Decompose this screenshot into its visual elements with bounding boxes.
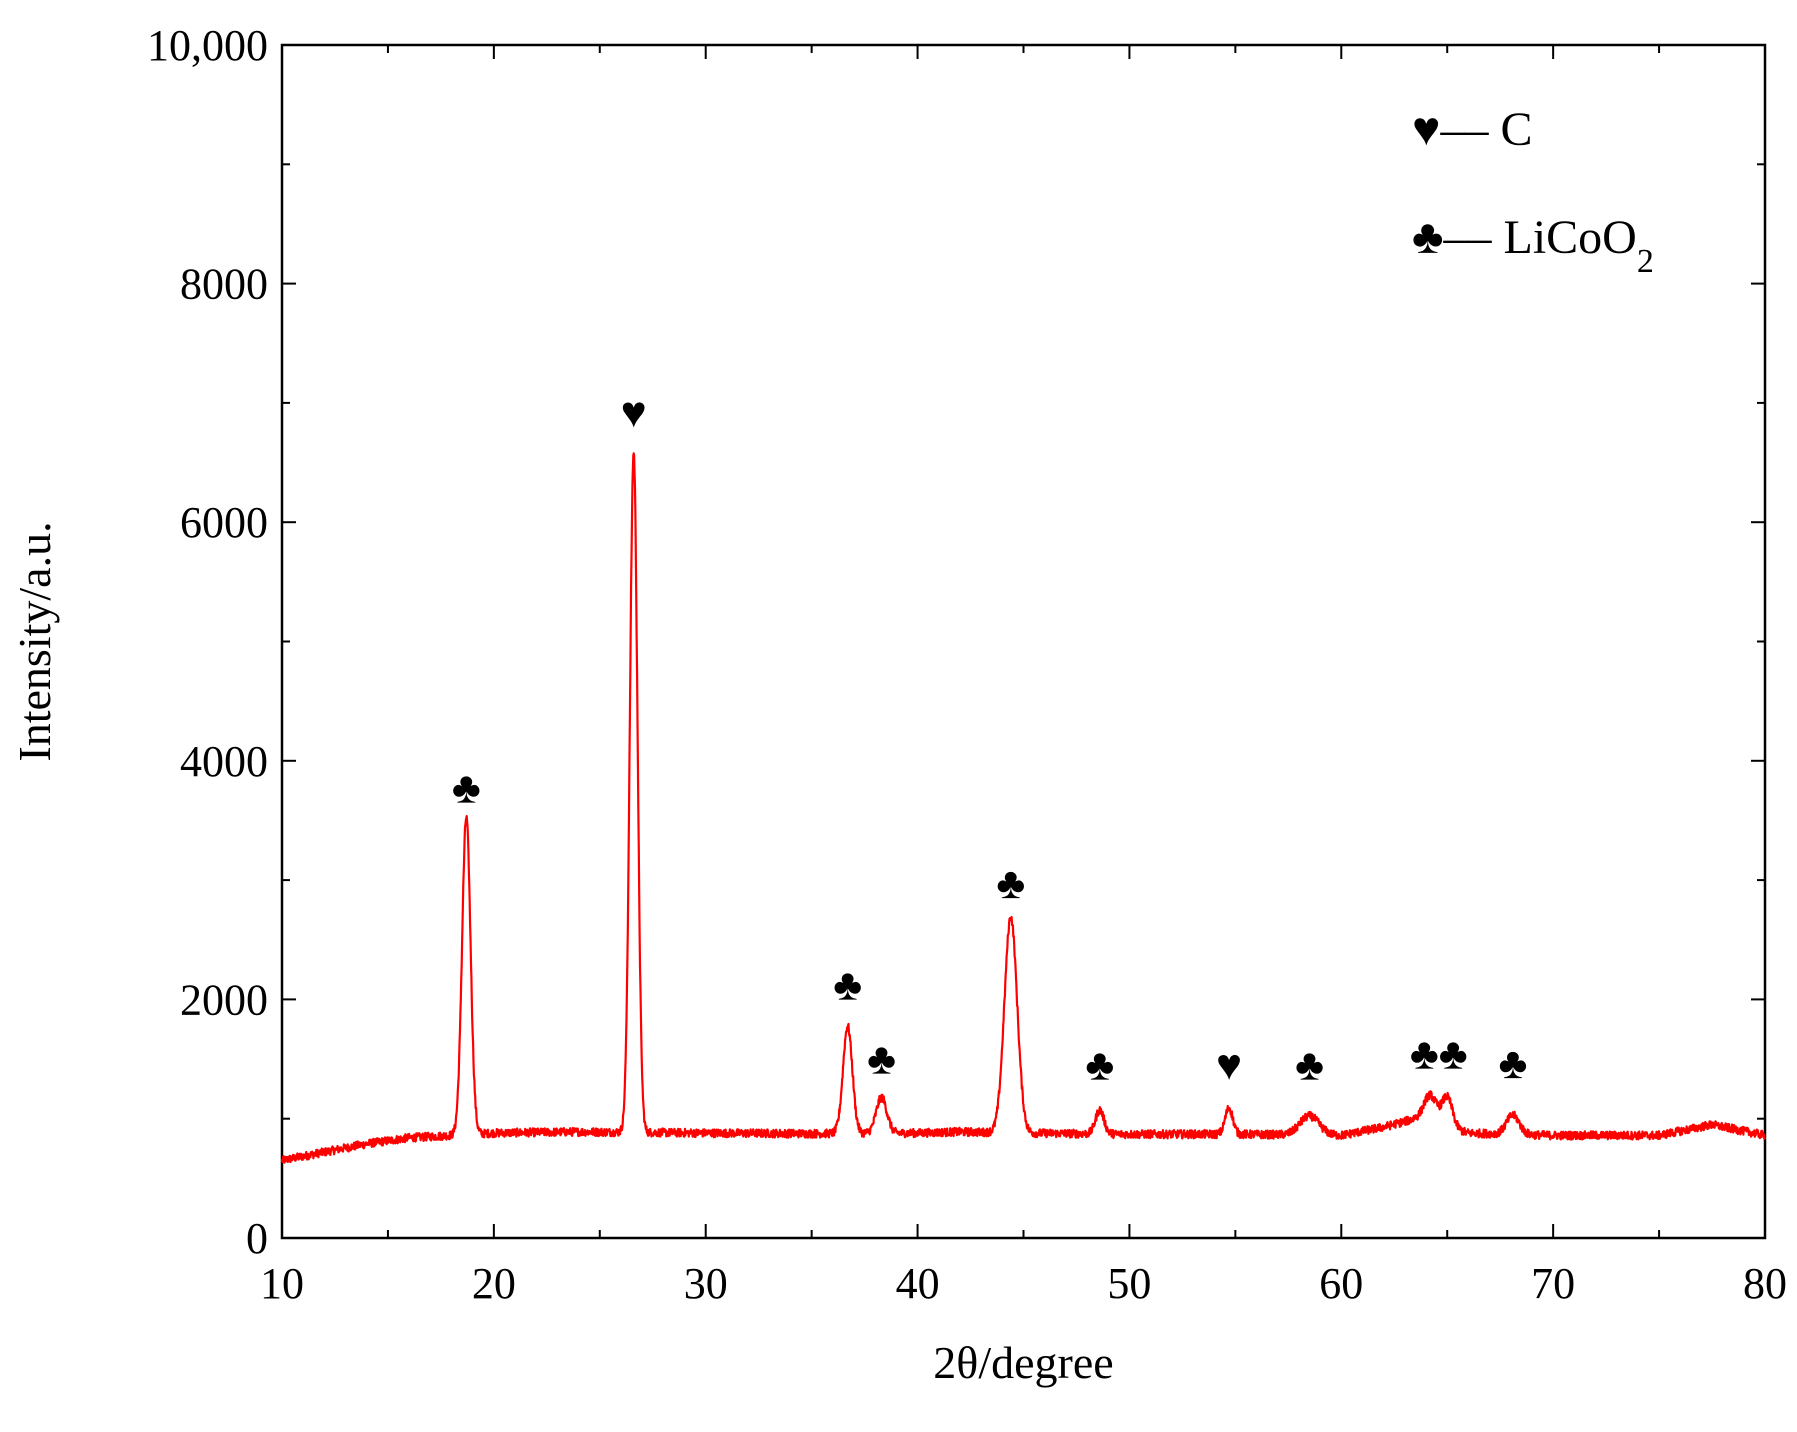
peak-marker-licoo2: ♣♣ — [1410, 1030, 1468, 1079]
legend: ♥–– C♣–– LiCoO2 — [1412, 103, 1654, 280]
y-tick-label: 0 — [246, 1214, 268, 1263]
peak-marker-licoo2: ♣ — [833, 960, 862, 1009]
peak-marker-licoo2: ♣ — [452, 764, 481, 813]
peak-annotations: ♣♥♣♣♣♣ ♥ ♣ ♣♣ ♣ — [452, 388, 1527, 1090]
peak-marker-licoo2: ♣ — [1295, 1040, 1324, 1089]
x-tick-label: 10 — [260, 1259, 304, 1308]
legend-item: ♥–– C — [1412, 103, 1533, 156]
legend-dash: –– — [1440, 103, 1501, 156]
legend-item: ♣–– LiCoO2 — [1412, 211, 1654, 280]
legend-label: LiCoO — [1504, 211, 1637, 264]
x-tick-label: 40 — [896, 1259, 940, 1308]
peak-marker-licoo2: ♣ — [996, 859, 1025, 908]
peak-marker-licoo2: ♣ — [1498, 1039, 1527, 1088]
x-tick-label: 60 — [1319, 1259, 1363, 1308]
legend-label: C — [1501, 103, 1533, 156]
peak-marker-c: ♥ — [621, 388, 647, 437]
y-tick-label: 10,000 — [147, 21, 268, 70]
y-tick-label: 8000 — [180, 260, 268, 309]
legend-dash: –– — [1443, 211, 1504, 264]
peak-marker-licoo2: ♣ — [867, 1034, 896, 1083]
axes: 10 20 30 40 50 60 70 80 0 2000 4000 6000 8000 10,000 — [147, 21, 1787, 1308]
legend-subscript: 2 — [1637, 243, 1654, 280]
series-layer — [280, 452, 1767, 1164]
x-tick-label: 80 — [1743, 1259, 1787, 1308]
x-tick-label: 50 — [1107, 1259, 1151, 1308]
y-axis-title: Intensity/a.u. — [9, 521, 60, 761]
legend-symbol: ♥ — [1412, 103, 1441, 156]
x-tick-label: 20 — [472, 1259, 516, 1308]
y-tick-label: 2000 — [180, 975, 268, 1024]
y-tick-label: 6000 — [180, 498, 268, 547]
series-line — [280, 452, 1767, 1164]
y-tick-label: 4000 — [180, 737, 268, 786]
legend-symbol: ♣ — [1412, 211, 1444, 264]
peak-marker-c: ♥ — [1216, 1040, 1242, 1089]
x-axis-title: 2θ/degree — [933, 1337, 1113, 1388]
x-tick-label: 70 — [1531, 1259, 1575, 1308]
peak-marker-licoo2: ♣ — [1085, 1040, 1114, 1089]
x-tick-label: 30 — [684, 1259, 728, 1308]
